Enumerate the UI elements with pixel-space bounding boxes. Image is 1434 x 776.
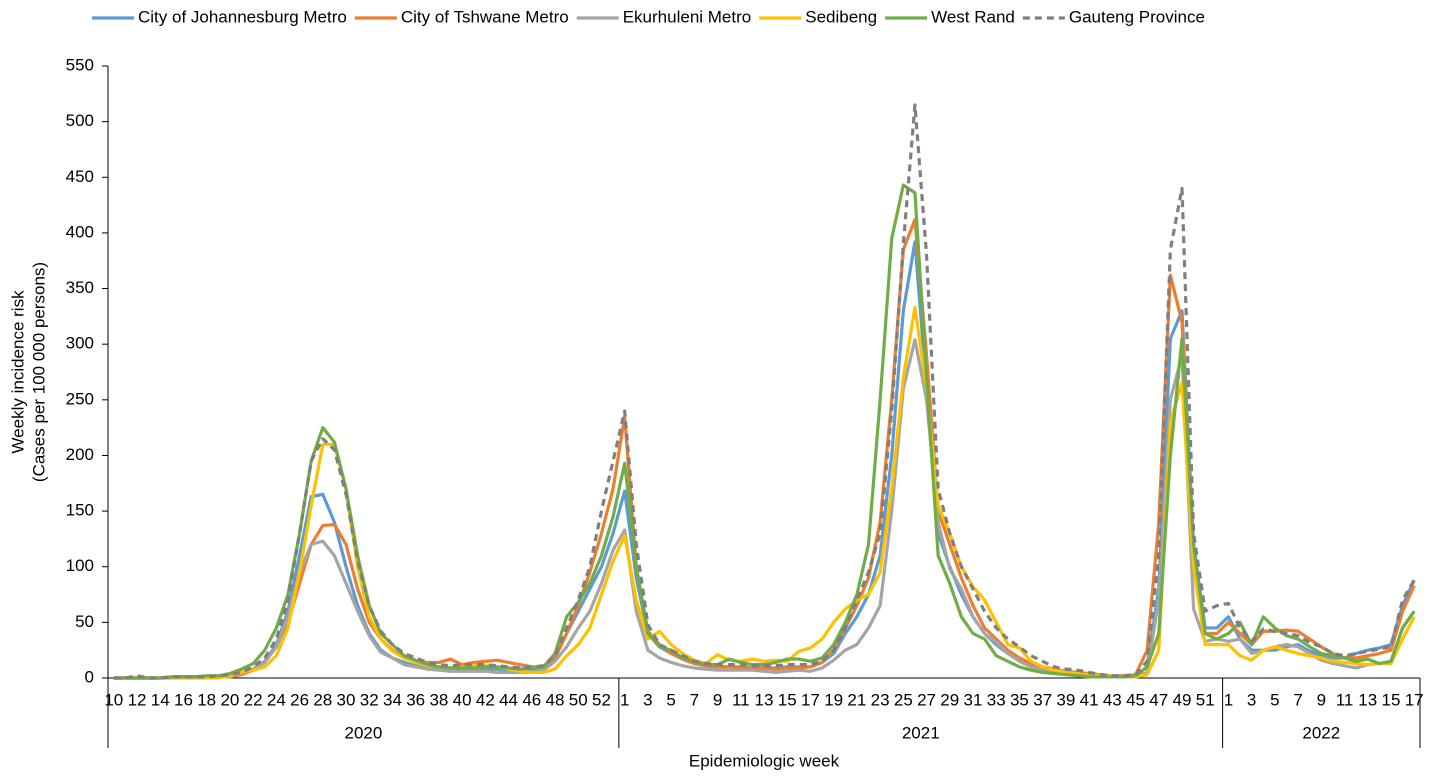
legend-label: Sedibeng — [805, 7, 877, 26]
x-tick-label: 5 — [1270, 690, 1279, 709]
series-line — [113, 305, 1416, 680]
x-tick-label: 40 — [453, 690, 472, 709]
y-tick-label: 350 — [66, 278, 94, 297]
x-tick-label: 15 — [778, 690, 797, 709]
x-group-label: 2020 — [345, 723, 383, 742]
x-tick-label: 51 — [1196, 690, 1215, 709]
x-tick-label: 11 — [1336, 690, 1354, 709]
y-tick-label: 0 — [85, 667, 94, 686]
x-tick-label: 28 — [313, 690, 332, 709]
y-tick-label: 400 — [66, 222, 94, 241]
x-tick-label: 52 — [592, 690, 611, 709]
x-tick-label: 14 — [151, 690, 170, 709]
x-tick-label: 7 — [1293, 690, 1302, 709]
series-line — [113, 217, 1416, 680]
x-tick-label: 34 — [383, 690, 402, 709]
x-tick-label: 10 — [104, 690, 123, 709]
x-group-label: 2021 — [902, 723, 940, 742]
x-tick-label: 29 — [940, 690, 959, 709]
x-tick-label: 26 — [290, 690, 309, 709]
y-tick-label: 300 — [66, 334, 94, 353]
x-tick-label: 44 — [499, 690, 518, 709]
x-tick-label: 35 — [1010, 690, 1029, 709]
y-tick-label: 550 — [66, 55, 94, 74]
x-tick-label: 20 — [220, 690, 239, 709]
x-tick-label: 24 — [267, 690, 286, 709]
legend-label: City of Johannesburg Metro — [138, 7, 347, 26]
x-tick-label: 11 — [732, 690, 750, 709]
x-tick-label: 47 — [1149, 690, 1168, 709]
x-tick-label: 42 — [476, 690, 495, 709]
y-tick-label: 100 — [66, 556, 94, 575]
x-tick-label: 3 — [643, 690, 652, 709]
x-tick-label: 45 — [1126, 690, 1145, 709]
legend-label: West Rand — [931, 7, 1015, 26]
x-tick-label: 41 — [1080, 690, 1099, 709]
x-tick-label: 15 — [1382, 690, 1401, 709]
x-tick-label: 3 — [1247, 690, 1256, 709]
y-axis-title-line: (Cases per 100 000 persons) — [29, 262, 48, 482]
y-axis-title-line: Weekly incidence risk — [8, 290, 27, 454]
x-tick-label: 38 — [429, 690, 448, 709]
x-group-label: 2022 — [1302, 723, 1340, 742]
x-tick-label: 49 — [1173, 690, 1192, 709]
x-tick-label: 31 — [964, 690, 983, 709]
series-line — [113, 103, 1416, 680]
series-line — [113, 338, 1416, 680]
x-tick-label: 17 — [801, 690, 820, 709]
x-tick-label: 23 — [871, 690, 890, 709]
x-tick-label: 36 — [406, 690, 425, 709]
x-tick-label: 1 — [620, 690, 629, 709]
x-tick-label: 7 — [690, 690, 699, 709]
x-tick-label: 9 — [1317, 690, 1326, 709]
y-tick-label: 500 — [66, 111, 94, 130]
x-tick-label: 17 — [1405, 690, 1424, 709]
x-tick-label: 30 — [337, 690, 356, 709]
y-tick-label: 450 — [66, 167, 94, 186]
x-tick-label: 16 — [174, 690, 193, 709]
x-tick-label: 37 — [1033, 690, 1052, 709]
x-tick-label: 9 — [713, 690, 722, 709]
x-tick-label: 19 — [824, 690, 843, 709]
legend-label: Ekurhuleni Metro — [623, 7, 752, 26]
x-tick-label: 32 — [360, 690, 379, 709]
y-tick-label: 200 — [66, 445, 94, 464]
x-tick-label: 21 — [847, 690, 866, 709]
x-tick-label: 48 — [546, 690, 565, 709]
x-tick-label: 22 — [244, 690, 263, 709]
y-axis-title: Weekly incidence risk (Cases per 100 000… — [8, 262, 48, 482]
legend: City of Johannesburg Metro City of Tshwan… — [92, 7, 1205, 26]
y-tick-label: 50 — [75, 612, 94, 631]
x-tick-label: 27 — [917, 690, 936, 709]
y-tick-label: 250 — [66, 389, 94, 408]
x-tick-label: 39 — [1056, 690, 1075, 709]
series-line — [113, 240, 1416, 680]
x-tick-label: 33 — [987, 690, 1006, 709]
series-line — [113, 183, 1416, 680]
x-tick-label: 13 — [1358, 690, 1377, 709]
x-tick-label: 13 — [755, 690, 774, 709]
x-tick-label: 12 — [128, 690, 147, 709]
x-tick-label: 1 — [1224, 690, 1233, 709]
x-tick-label: 50 — [569, 690, 588, 709]
x-tick-label: 25 — [894, 690, 913, 709]
y-tick-label: 150 — [66, 501, 94, 520]
x-axis-title: Epidemiologic week — [689, 751, 840, 770]
x-tick-label: 5 — [666, 690, 675, 709]
x-tick-label: 43 — [1103, 690, 1122, 709]
legend-label: City of Tshwane Metro — [401, 7, 569, 26]
x-tick-label: 18 — [197, 690, 216, 709]
legend-label: Gauteng Province — [1069, 7, 1205, 26]
x-tick-label: 46 — [522, 690, 541, 709]
